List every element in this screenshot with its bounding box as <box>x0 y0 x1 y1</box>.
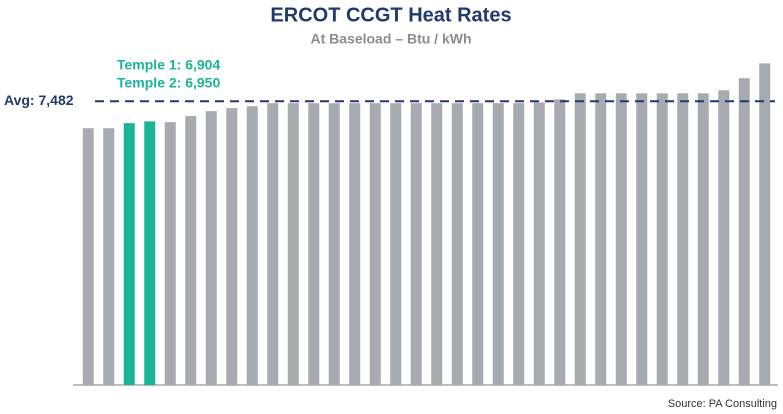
bar <box>533 102 545 386</box>
bar <box>287 103 299 385</box>
bar <box>144 121 156 386</box>
chart-title: ERCOT CCGT Heat Rates <box>270 4 511 26</box>
bar <box>185 116 197 385</box>
source-note: Source: PA Consulting <box>668 398 777 410</box>
bar <box>472 103 484 385</box>
bar <box>697 93 709 385</box>
bar <box>595 93 607 385</box>
bar <box>164 122 176 385</box>
bar <box>492 103 504 385</box>
bar <box>554 99 566 386</box>
bar <box>390 103 402 385</box>
average-label: Avg: 7,482 <box>4 92 74 108</box>
bar <box>369 103 381 385</box>
bar <box>205 111 217 385</box>
bar <box>431 103 443 385</box>
bar <box>246 106 258 385</box>
bar <box>82 128 94 385</box>
bar <box>718 90 730 385</box>
bar <box>574 93 586 385</box>
bar <box>759 63 771 386</box>
bar <box>410 103 422 385</box>
bar <box>226 108 238 385</box>
bar <box>451 103 463 385</box>
bar <box>513 103 525 385</box>
bar <box>267 103 279 385</box>
bar <box>103 128 115 385</box>
bar <box>738 78 750 385</box>
bar <box>615 93 627 385</box>
bar-annotation: Temple 1: 6,904 <box>117 57 220 73</box>
bar <box>656 93 668 385</box>
bar <box>123 123 135 385</box>
chart-subtitle: At Baseload – Btu / kWh <box>310 31 471 47</box>
bar <box>328 103 340 385</box>
bar <box>308 103 320 385</box>
bar-annotation: Temple 2: 6,950 <box>117 75 220 91</box>
bar <box>349 103 361 385</box>
bar <box>636 93 648 385</box>
bar <box>677 93 689 385</box>
